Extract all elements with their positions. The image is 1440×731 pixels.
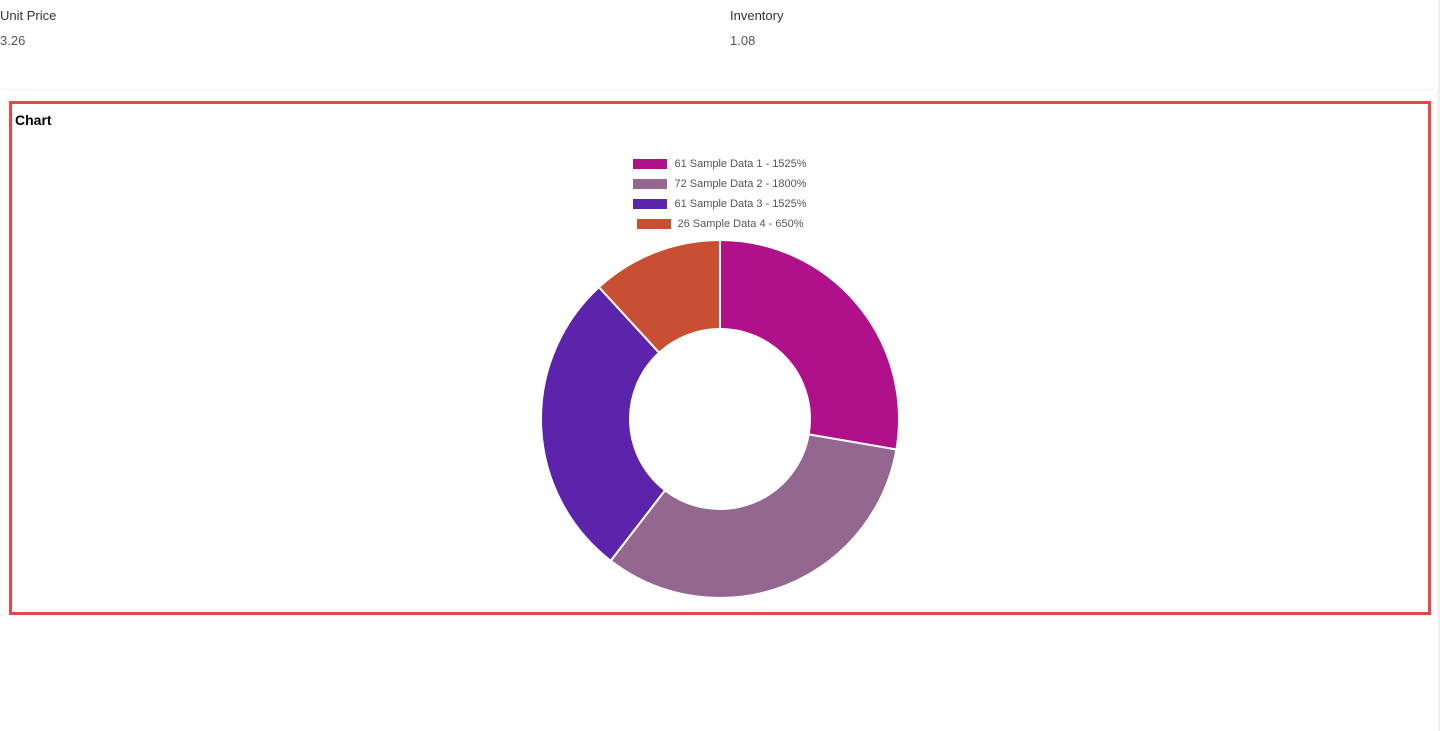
chart-legend: 61 Sample Data 1 - 1525% 72 Sample Data 2… <box>0 154 1440 234</box>
legend-label: 61 Sample Data 3 - 1525% <box>674 198 807 210</box>
stat-value: 1.08 <box>730 33 756 48</box>
legend-label: 61 Sample Data 1 - 1525% <box>674 158 807 170</box>
legend-label: 72 Sample Data 2 - 1800% <box>674 178 807 190</box>
legend-item[interactable]: 72 Sample Data 2 - 1800% <box>0 174 1440 194</box>
legend-swatch <box>633 199 668 209</box>
stat-inventory: Inventory 1.08 <box>730 8 783 48</box>
doughnut-slice-4[interactable] <box>597 238 721 355</box>
stat-value: 3.26 <box>0 33 26 48</box>
legend-swatch <box>633 179 668 189</box>
scrollbar-track[interactable] <box>1438 0 1440 731</box>
doughnut-slice-2[interactable] <box>609 433 898 599</box>
doughnut-slice-1[interactable] <box>719 238 900 451</box>
legend-swatch <box>636 219 671 229</box>
legend-label: 26 Sample Data 4 - 650% <box>677 218 804 230</box>
chart-highlight-frame <box>9 101 1431 615</box>
legend-item[interactable]: 61 Sample Data 3 - 1525% <box>0 194 1440 214</box>
legend-swatch <box>633 159 668 169</box>
stat-label: Inventory <box>730 8 784 23</box>
doughnut-slice-3[interactable] <box>540 285 667 563</box>
stat-unit-price: Unit Price 3.26 <box>0 8 56 48</box>
legend-item[interactable]: 26 Sample Data 4 - 650% <box>0 214 1440 234</box>
legend-item[interactable]: 61 Sample Data 1 - 1525% <box>0 154 1440 174</box>
chart-title: Chart <box>15 112 52 128</box>
stat-label: Unit Price <box>0 8 57 23</box>
